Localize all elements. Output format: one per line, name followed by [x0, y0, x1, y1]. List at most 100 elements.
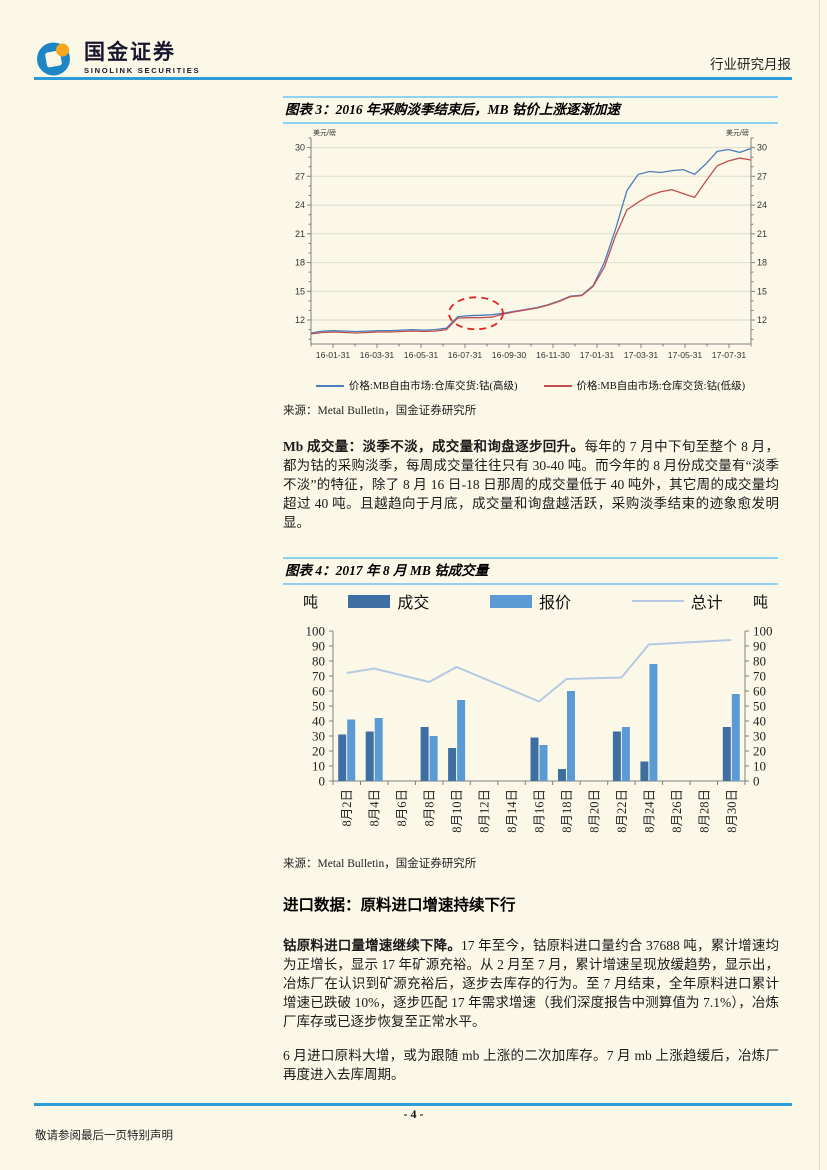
page-number: - 4 - [403, 1107, 424, 1121]
svg-text:8月14日: 8月14日 [505, 789, 519, 833]
bar-报价-8月4日 [374, 718, 383, 781]
svg-text:90: 90 [753, 639, 766, 654]
svg-text:12: 12 [295, 315, 305, 325]
svg-text:50: 50 [312, 699, 325, 714]
axis-unit-left: 吨 [303, 594, 319, 611]
svg-text:20: 20 [753, 744, 766, 759]
svg-text:21: 21 [757, 229, 767, 239]
svg-text:17-05-31: 17-05-31 [668, 350, 703, 360]
svg-text:8月16日: 8月16日 [533, 789, 547, 833]
paragraph-import-1: 钴原料进口量增速继续下降。17 年至今，钴原料进口量约合 37688 吨，累计增… [283, 936, 779, 1031]
svg-text:27: 27 [295, 171, 305, 181]
axis-unit-right: 吨 [752, 594, 768, 611]
svg-text:100: 100 [753, 624, 773, 639]
svg-text:8月12日: 8月12日 [478, 789, 492, 833]
brand-name-en: SINOLINK SECURITIES [84, 66, 201, 75]
legend-item: 总计 [631, 589, 723, 613]
svg-text:30: 30 [757, 143, 767, 153]
bar-成交-8月24日 [640, 761, 649, 781]
bar-成交-8月10日 [448, 748, 457, 781]
mb-price-chart-svg: 12 12 15 15 18 18 21 21 24 24 27 27 30 30 16-01-31 16-0… [295, 128, 767, 360]
svg-text:100: 100 [306, 624, 326, 639]
svg-text:8月4日: 8月4日 [368, 789, 382, 827]
svg-text:80: 80 [312, 654, 325, 669]
svg-text:8月8日: 8月8日 [423, 789, 437, 827]
bar-报价-8月8日 [429, 736, 438, 781]
bar-成交-8月22日 [612, 731, 621, 781]
svg-text:70: 70 [312, 669, 325, 684]
bar-成交-8月8日 [420, 727, 429, 781]
svg-text:40: 40 [312, 714, 325, 729]
legend-item: 报价 [489, 589, 571, 613]
brand-text: 国金证券 SINOLINK SECURITIES [84, 42, 201, 76]
bar-报价-8月16日 [539, 745, 548, 781]
svg-text:24: 24 [295, 200, 305, 210]
price-jump-annotation [448, 296, 504, 331]
bar-成交-8月16日 [530, 737, 539, 781]
svg-text:8月28日: 8月28日 [697, 789, 711, 833]
section-heading: 进口数据：原料进口增速持续下行 [283, 897, 516, 914]
svg-text:0: 0 [753, 774, 760, 789]
svg-text:8月18日: 8月18日 [560, 789, 574, 833]
bar-成交-8月18日 [558, 769, 566, 781]
paragraph-lead: 钴原料进口量增速继续下降。 [283, 938, 462, 953]
bar-成交-8月2日 [338, 734, 347, 781]
paragraph-lead: Mb 成交量：淡季不淡，成交量和询盘逐步回升。 [283, 439, 585, 454]
svg-text:10: 10 [312, 759, 325, 774]
brand: 国金证券 SINOLINK SECURITIES [34, 38, 200, 79]
svg-text:8月22日: 8月22日 [615, 789, 629, 833]
svg-text:20: 20 [312, 744, 325, 759]
svg-text:17-03-31: 17-03-31 [624, 350, 659, 360]
figure-4-title: 图表 4：2017 年 8 月 MB 钴成交量 [283, 557, 778, 585]
svg-text:60: 60 [312, 684, 325, 699]
page-edge-line [819, 0, 820, 1170]
svg-text:16-03-31: 16-03-31 [360, 350, 395, 360]
paragraph-body: 每年的 7 月中下旬至整个 8 月，都为钴的采购淡季，每周成交量往往只有 30-… [283, 439, 780, 530]
svg-text:美元/磅: 美元/磅 [726, 128, 749, 137]
svg-text:40: 40 [753, 714, 766, 729]
svg-text:8月30日: 8月30日 [725, 789, 739, 833]
svg-text:15: 15 [295, 286, 305, 296]
paragraph-mb-volume: Mb 成交量：淡季不淡，成交量和询盘逐步回升。每年的 7 月中下旬至整个 8 月… [283, 437, 779, 532]
legend-item: 价格:MB自由市场:仓库交货:钴(高级) [315, 378, 518, 393]
svg-text:8月24日: 8月24日 [642, 789, 656, 833]
figure-4: 图表 4：2017 年 8 月 MB 钴成交量 吨成交 报价 总计吨 0 0 10 10 2… [283, 557, 778, 871]
legend-item: 成交 [348, 589, 429, 613]
legend-item: 价格:MB自由市场:仓库交货:钴(低级) [543, 378, 745, 393]
svg-text:30: 30 [312, 729, 325, 744]
svg-text:60: 60 [753, 684, 766, 699]
figure-3-legend: 价格:MB自由市场:仓库交货:钴(高级) 价格:MB自由市场:仓库交货:钴(低级) [283, 378, 778, 393]
svg-text:80: 80 [753, 654, 766, 669]
paragraph-import-2: 6 月进口原料大增，或为跟随 mb 上涨的二次加库存。7 月 mb 上涨趋缓后，… [283, 1048, 779, 1082]
mb-price-line-chart: 12 12 15 15 18 18 21 21 24 24 27 27 30 30 16-01-31 16-0… [283, 126, 778, 377]
figure-3: 图表 3：2016 年采购淡季结束后，MB 钴价上涨逐渐加速 12 12 15 15 1… [283, 96, 778, 418]
svg-text:27: 27 [757, 171, 767, 181]
svg-text:8月6日: 8月6日 [395, 789, 409, 827]
svg-text:50: 50 [753, 699, 766, 714]
bar-报价-8月2日 [347, 719, 356, 781]
svg-text:21: 21 [295, 229, 305, 239]
svg-text:16-09-30: 16-09-30 [492, 350, 527, 360]
bar-报价-8月18日 [567, 691, 575, 781]
svg-text:24: 24 [757, 200, 767, 210]
svg-text:15: 15 [757, 286, 767, 296]
svg-text:18: 18 [757, 258, 767, 268]
bar-报价-8月30日 [731, 694, 740, 781]
footer-disclaimer: 敬请参阅最后一页特别声明 [35, 1130, 173, 1142]
svg-text:10: 10 [753, 759, 766, 774]
paragraph-body: 17 年至今，钴原料进口量约合 37688 吨，累计增速均为正增长，显示 17 … [283, 938, 780, 1029]
svg-text:8月2日: 8月2日 [340, 789, 354, 827]
svg-text:16-07-31: 16-07-31 [448, 350, 483, 360]
bar-报价-8月24日 [649, 664, 658, 781]
svg-text:12: 12 [757, 315, 767, 325]
svg-text:17-01-31: 17-01-31 [580, 350, 615, 360]
svg-text:70: 70 [753, 669, 766, 684]
svg-text:17-07-31: 17-07-31 [712, 350, 747, 360]
svg-text:30: 30 [753, 729, 766, 744]
figure-4-source: 来源：Metal Bulletin，国金证券研究所 [283, 858, 477, 870]
svg-text:8月26日: 8月26日 [670, 789, 684, 833]
svg-text:16-01-31: 16-01-31 [316, 350, 351, 360]
svg-text:90: 90 [312, 639, 325, 654]
